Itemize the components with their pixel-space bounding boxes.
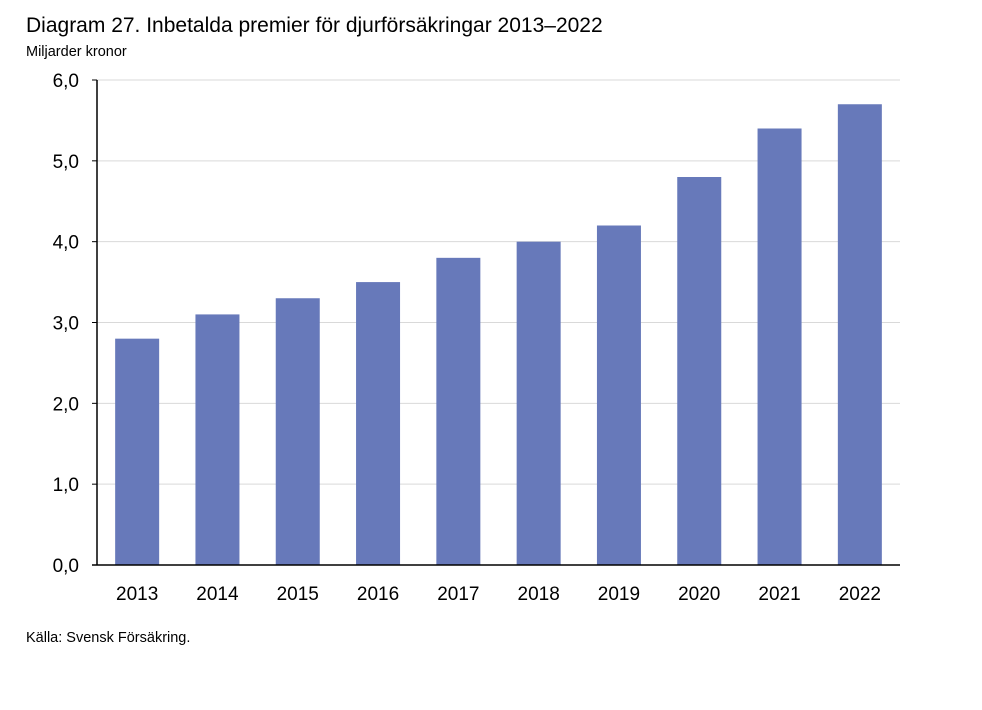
x-tick-label: 2020 (678, 584, 720, 605)
bar-2015 (275, 298, 320, 565)
x-tick-label: 2013 (116, 584, 158, 605)
bar-2014 (195, 314, 240, 565)
y-tick-label: 1,0 (53, 475, 79, 496)
chart-title: Diagram 27. Inbetalda premier för djurfö… (26, 14, 603, 37)
x-tick-label: 2017 (437, 584, 479, 605)
bars (115, 104, 882, 565)
bar-2019 (596, 225, 641, 565)
x-tick-label: 2016 (357, 584, 399, 605)
y-tick-label: 6,0 (53, 71, 79, 92)
x-tick-label: 2019 (598, 584, 640, 605)
y-tick-label: 4,0 (53, 233, 79, 254)
x-tick-label: 2014 (196, 584, 239, 605)
bar-2013 (115, 338, 160, 565)
bar-2021 (757, 128, 802, 565)
x-tick-labels: 2013 2014 2015 2016 2017 2018 2019 2020 2021 2022 (116, 584, 881, 605)
y-tick-label: 0,0 (53, 556, 79, 577)
bar-2016 (356, 282, 401, 565)
bar-2017 (436, 257, 481, 565)
bar-2020 (677, 177, 722, 565)
x-tick-label: 2018 (518, 584, 560, 605)
x-tick-label: 2021 (758, 584, 800, 605)
y-axis-unit-label: Miljarder kronor (26, 44, 127, 60)
axes (92, 79, 900, 566)
x-tick-label: 2022 (839, 584, 881, 605)
bar-2022 (837, 104, 882, 565)
y-tick-labels: 0,0 1,0 2,0 3,0 4,0 5,0 6,0 (53, 71, 79, 577)
y-tick-label: 3,0 (53, 314, 79, 335)
y-tick-label: 2,0 (53, 394, 79, 415)
source-note: Källa: Svensk Försäkring. (26, 630, 191, 646)
x-tick-label: 2015 (277, 584, 319, 605)
y-tick-label: 5,0 (53, 152, 79, 173)
bar-2018 (516, 241, 561, 565)
